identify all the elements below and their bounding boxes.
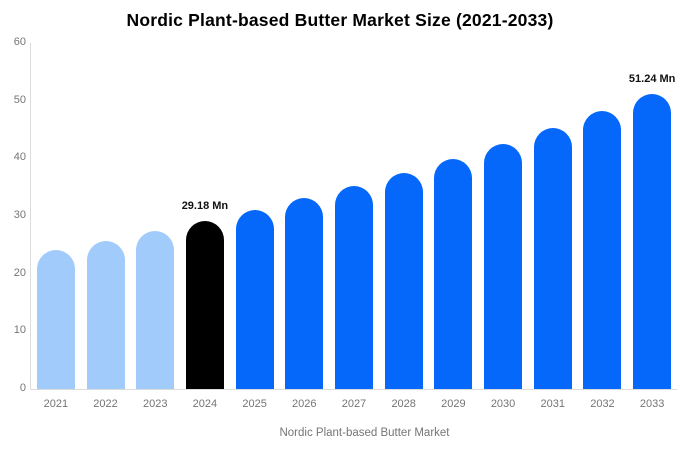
bar-2026[interactable] bbox=[285, 198, 324, 389]
x-axis-label-2024: 2024 bbox=[192, 398, 218, 410]
bar-2021[interactable] bbox=[36, 249, 75, 389]
x-axis-label-2021: 2021 bbox=[43, 398, 69, 410]
x-axis-label-2023: 2023 bbox=[142, 398, 168, 410]
legend-swatch-icon[interactable] bbox=[230, 426, 270, 440]
plot-area: 2021 2022 2023 2024 29.18 Mn 2025 2026 2027 2028… bbox=[30, 43, 677, 410]
x-axis-label-2026: 2026 bbox=[292, 398, 317, 410]
y-tick-label: 30 bbox=[13, 209, 26, 221]
x-axis-label-2029: 2029 bbox=[441, 398, 466, 410]
x-axis-label-2033: 2033 bbox=[639, 398, 665, 410]
y-tick-label: 60 bbox=[13, 36, 26, 48]
bar-2030[interactable] bbox=[484, 143, 523, 389]
bar-2028[interactable] bbox=[384, 172, 423, 389]
x-axis-label-2027: 2027 bbox=[341, 398, 367, 410]
y-tick-label: 0 bbox=[19, 382, 26, 394]
y-tick-label: 20 bbox=[13, 266, 26, 279]
bar-2022[interactable] bbox=[86, 240, 125, 389]
data-label-2033: 51.24 Mn bbox=[628, 72, 676, 85]
bar-2023[interactable] bbox=[136, 230, 175, 389]
bar-2029[interactable] bbox=[434, 158, 473, 389]
bar-2027[interactable] bbox=[335, 185, 373, 389]
bar-2024[interactable] bbox=[185, 220, 224, 389]
bar-2031[interactable] bbox=[533, 128, 572, 389]
legend-label[interactable]: Nordic Plant-based Butter Market bbox=[279, 427, 450, 439]
x-axis-label-2030: 2030 bbox=[490, 398, 516, 410]
x-axis-label-2022: 2022 bbox=[93, 398, 118, 410]
y-tick-label: 10 bbox=[13, 324, 26, 337]
chart-title: Nordic Plant-based Butter Market Size (2… bbox=[126, 10, 554, 30]
bar-2032[interactable] bbox=[583, 111, 622, 389]
legend[interactable]: Nordic Plant-based Butter Market bbox=[0, 425, 680, 441]
x-axis-label-2031: 2031 bbox=[540, 398, 565, 410]
x-axis-label-2032: 2032 bbox=[590, 398, 615, 410]
bar-2033[interactable] bbox=[633, 93, 672, 389]
y-tick-label: 40 bbox=[13, 151, 26, 164]
x-axis-label-2025: 2025 bbox=[242, 398, 267, 410]
x-axis-label-2028: 2028 bbox=[391, 398, 416, 410]
y-tick-label: 50 bbox=[13, 93, 26, 106]
bar-2025[interactable] bbox=[235, 209, 274, 389]
data-label-2024: 29.18 Mn bbox=[181, 199, 229, 212]
